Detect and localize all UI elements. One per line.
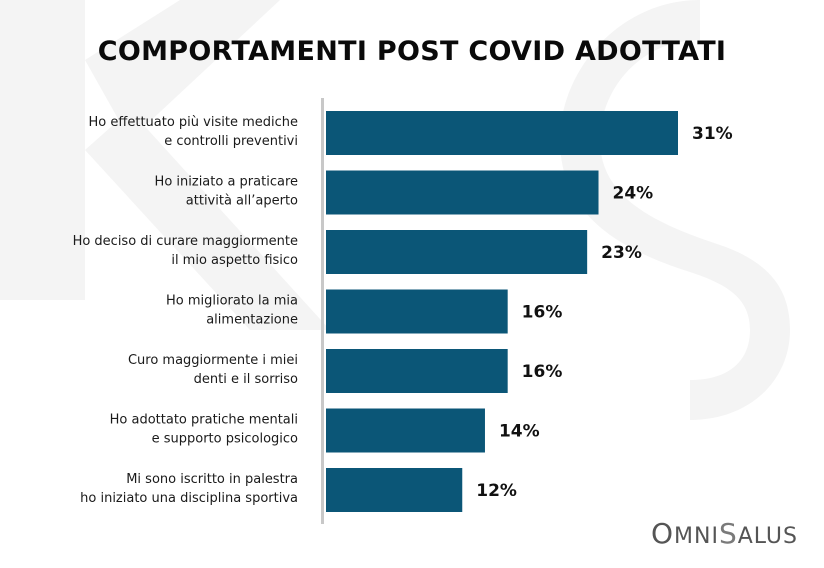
bar-2	[326, 230, 588, 274]
bar-3	[326, 289, 508, 334]
value-label-0: 31%	[692, 124, 733, 144]
category-label-6: Mi sono iscritto in palestra ho iniziato …	[80, 472, 298, 506]
value-label-1: 24%	[613, 184, 654, 204]
category-label-5: Ho adottato pratiche mentali e supporto p…	[110, 413, 298, 447]
bar-4	[326, 349, 508, 393]
category-label-0: Ho effettuato più visite mediche e contro…	[89, 115, 298, 149]
y-axis-line	[321, 98, 324, 524]
value-label-4: 16%	[522, 362, 563, 382]
value-label-2: 23%	[601, 243, 642, 263]
chart-title: COMPORTAMENTI POST COVID ADOTTATI	[97, 36, 727, 67]
omnisalus-logo: OMNISALUS	[650, 517, 798, 550]
category-label-1: Ho iniziato a praticare attività all’aper…	[155, 175, 298, 209]
category-label-3: Ho migliorato la mia alimentazione	[166, 294, 298, 328]
bar-1	[326, 170, 599, 215]
category-label-4: Curo maggiormente i miei denti e il sorri…	[128, 353, 298, 387]
category-label-2: Ho deciso di curare maggiormente il mio a…	[73, 234, 298, 268]
value-label-3: 16%	[522, 303, 563, 323]
bar-0	[326, 111, 678, 155]
value-label-6: 12%	[476, 481, 517, 501]
value-label-5: 14%	[499, 422, 540, 442]
bar-5	[326, 408, 485, 453]
bar-6	[326, 468, 463, 512]
